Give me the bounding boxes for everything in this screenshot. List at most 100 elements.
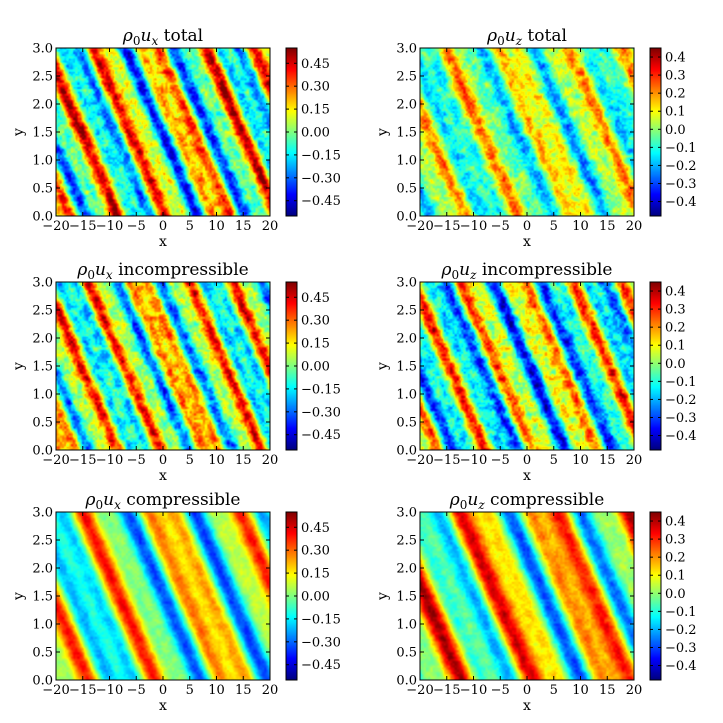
y-axis-label: y	[11, 592, 27, 601]
x-tick-label: −20	[406, 683, 433, 698]
y-tick-label: 3.0	[32, 506, 53, 521]
x-tick-label: −15	[69, 683, 96, 698]
x-axis-label: x	[159, 698, 167, 714]
y-tick-label: 3.0	[32, 276, 53, 291]
panel-3: ρ0ux incompressible −20 −15 −10 −5 0 5 10 15 20 0.…	[11, 260, 341, 484]
heatmap-field	[420, 512, 634, 680]
x-tick-label: 15	[599, 219, 616, 234]
x-tick-label: 20	[262, 453, 279, 468]
y-tick-label: 2.0	[32, 562, 53, 577]
y-tick-label: 0.5	[32, 182, 53, 197]
y-tick-label: 1.5	[32, 360, 53, 375]
x-tick-label: −10	[96, 453, 123, 468]
colorbar-tick-label: −0.2	[665, 623, 697, 638]
x-tick-label: −15	[69, 219, 96, 234]
colorbar-tick-label: −0.1	[665, 605, 697, 620]
colorbar-tick-label: −0.30	[301, 635, 341, 650]
x-axis-label: x	[159, 234, 167, 250]
x-tick-label: −5	[491, 453, 510, 468]
y-tick-label: 1.5	[32, 590, 53, 605]
colorbar	[286, 48, 297, 216]
colorbar-tick-label: 0.15	[301, 337, 330, 352]
x-tick-label: 15	[235, 219, 252, 234]
colorbar	[650, 512, 661, 680]
y-axis-label: y	[375, 362, 391, 371]
x-tick-label: −5	[491, 683, 510, 698]
x-tick-label: −5	[491, 219, 510, 234]
y-tick-label: 2.5	[396, 534, 417, 549]
colorbar-tick-label: −0.2	[665, 393, 697, 408]
y-tick-label: 1.0	[32, 388, 53, 403]
y-tick-label: 1.5	[396, 360, 417, 375]
x-tick-label: 5	[186, 219, 194, 234]
x-tick-label: 10	[572, 453, 589, 468]
y-tick-label: 1.0	[396, 388, 417, 403]
colorbar-tick-label: −0.4	[665, 195, 697, 210]
x-tick-label: −20	[42, 683, 69, 698]
x-tick-label: 5	[186, 683, 194, 698]
y-tick-label: 2.5	[396, 304, 417, 319]
colorbar-tick-label: 0.1	[665, 105, 686, 120]
x-tick-label: 20	[626, 453, 643, 468]
x-tick-label: 20	[626, 219, 643, 234]
y-tick-label: 0.5	[396, 646, 417, 661]
y-tick-label: 0.0	[396, 444, 417, 459]
colorbar	[650, 48, 661, 216]
colorbar-tick-label: 0.45	[301, 57, 330, 72]
x-tick-label: 10	[208, 219, 225, 234]
y-tick-label: 1.5	[32, 126, 53, 141]
y-tick-label: 0.5	[396, 416, 417, 431]
y-tick-label: 1.0	[32, 618, 53, 633]
y-tick-label: 2.5	[32, 70, 53, 85]
colorbar-tick-label: −0.45	[301, 658, 341, 673]
colorbar-tick-label: 0.4	[665, 515, 686, 530]
panel-title: ρ0uz compressible	[449, 490, 605, 512]
x-tick-label: 5	[186, 453, 194, 468]
colorbar-tick-label: 0.15	[301, 567, 330, 582]
y-tick-label: 2.0	[396, 332, 417, 347]
y-tick-label: 2.0	[32, 98, 53, 113]
y-tick-label: 1.0	[396, 618, 417, 633]
y-axis-label: y	[11, 362, 27, 371]
colorbar-tick-label: −0.15	[301, 382, 341, 397]
y-tick-label: 2.5	[32, 304, 53, 319]
colorbar-tick-label: 0.2	[665, 87, 686, 102]
heatmap-field	[420, 282, 634, 450]
colorbar-tick-label: 0.2	[665, 321, 686, 336]
x-tick-label: −5	[127, 219, 146, 234]
x-tick-label: −5	[127, 453, 146, 468]
colorbar-tick-label: 0.45	[301, 521, 330, 536]
colorbar-tick-label: 0.30	[301, 314, 330, 329]
heatmap-field	[56, 48, 270, 216]
colorbar-tick-label: −0.30	[301, 171, 341, 186]
x-tick-label: −15	[69, 453, 96, 468]
colorbar-tick-label: −0.1	[665, 141, 697, 156]
x-tick-label: 20	[262, 683, 279, 698]
panel-title: ρ0ux compressible	[85, 490, 241, 512]
colorbar-tick-label: 0.4	[665, 51, 686, 66]
x-tick-label: 0	[159, 219, 167, 234]
colorbar-tick-label: 0.00	[301, 126, 330, 141]
colorbar-tick-label: 0.15	[301, 103, 330, 118]
colorbar-tick-label: −0.4	[665, 429, 697, 444]
x-axis-label: x	[523, 698, 531, 714]
y-tick-label: 0.0	[32, 674, 53, 689]
x-tick-label: 10	[572, 219, 589, 234]
x-tick-label: 5	[550, 683, 558, 698]
colorbar-tick-label: 0.30	[301, 80, 330, 95]
x-tick-label: −20	[406, 219, 433, 234]
panel-6: ρ0uz compressible −20 −15 −10 −5 0 5 10 15 20 0.0 0…	[375, 490, 697, 714]
y-tick-label: 3.0	[32, 42, 53, 57]
x-tick-label: −15	[433, 683, 460, 698]
y-tick-label: 0.0	[396, 674, 417, 689]
colorbar-frame	[649, 47, 662, 217]
heatmap-field	[420, 48, 634, 216]
y-tick-label: 2.5	[32, 534, 53, 549]
colorbar-tick-label: −0.4	[665, 659, 697, 674]
x-tick-label: 15	[235, 683, 252, 698]
x-tick-label: 0	[159, 683, 167, 698]
y-axis-label: y	[375, 128, 391, 137]
heatmap-field	[56, 512, 270, 680]
x-tick-label: −5	[127, 683, 146, 698]
y-tick-label: 1.0	[32, 154, 53, 169]
